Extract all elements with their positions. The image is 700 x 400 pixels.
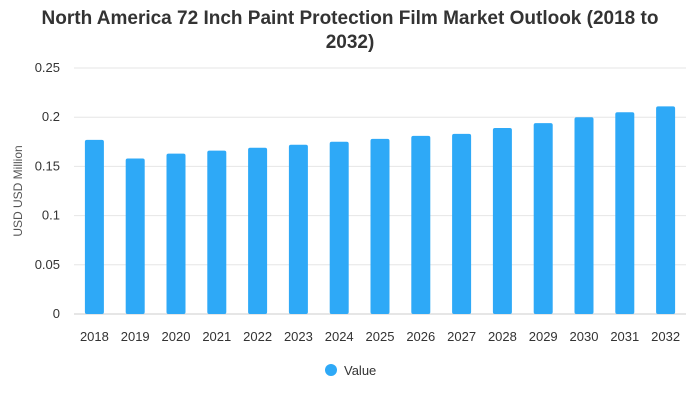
legend[interactable]: Value: [325, 363, 376, 378]
x-tick-label: 2018: [80, 329, 109, 344]
bar-2022[interactable]: [248, 147, 268, 314]
x-axis-ticks: 2018 2019 2020 2021 2022 2023 2024 2025 2026 2027…: [80, 329, 680, 344]
legend-label: Value: [344, 363, 376, 378]
bar-2019[interactable]: [125, 158, 145, 314]
x-tick-label: 2024: [325, 329, 354, 344]
x-tick-label: 2029: [529, 329, 558, 344]
bar-2024[interactable]: [329, 141, 349, 314]
y-tick-label: 0.15: [35, 158, 60, 173]
y-tick-label: 0.05: [35, 257, 60, 272]
x-tick-label: 2020: [162, 329, 191, 344]
bar-2026[interactable]: [411, 135, 431, 314]
bar-2031[interactable]: [615, 112, 635, 314]
x-tick-label: 2025: [366, 329, 395, 344]
x-tick-label: 2028: [488, 329, 517, 344]
bar-2027[interactable]: [452, 133, 472, 314]
bar-2023[interactable]: [288, 144, 308, 314]
y-tick-label: 0.2: [42, 109, 60, 124]
x-tick-label: 2021: [202, 329, 231, 344]
bar-2021[interactable]: [207, 150, 227, 314]
bar-2020[interactable]: [166, 153, 186, 314]
chart-title: North America 72 Inch Paint Protection F…: [41, 8, 659, 53]
y-axis-ticks: 0 0.05 0.1 0.15 0.2 0.25: [35, 60, 60, 321]
x-tick-label: 2027: [447, 329, 476, 344]
bar-2030[interactable]: [574, 117, 594, 314]
bar-2028[interactable]: [492, 128, 512, 314]
x-tick-label: 2026: [406, 329, 435, 344]
bar-2025[interactable]: [370, 138, 390, 314]
y-tick-label: 0: [53, 306, 60, 321]
bar-2029[interactable]: [533, 123, 553, 314]
x-tick-label: 2019: [121, 329, 150, 344]
y-axis-label: USD USD Million: [11, 145, 25, 236]
x-tick-label: 2023: [284, 329, 313, 344]
y-tick-label: 0.25: [35, 60, 60, 75]
bars: [84, 106, 676, 314]
bar-2032[interactable]: [656, 106, 676, 314]
x-tick-label: 2031: [610, 329, 639, 344]
x-tick-label: 2022: [243, 329, 272, 344]
legend-marker: [325, 364, 337, 376]
y-tick-label: 0.1: [42, 208, 60, 223]
bar-2018[interactable]: [84, 139, 104, 314]
x-tick-label: 2030: [570, 329, 599, 344]
x-tick-label: 2032: [651, 329, 680, 344]
